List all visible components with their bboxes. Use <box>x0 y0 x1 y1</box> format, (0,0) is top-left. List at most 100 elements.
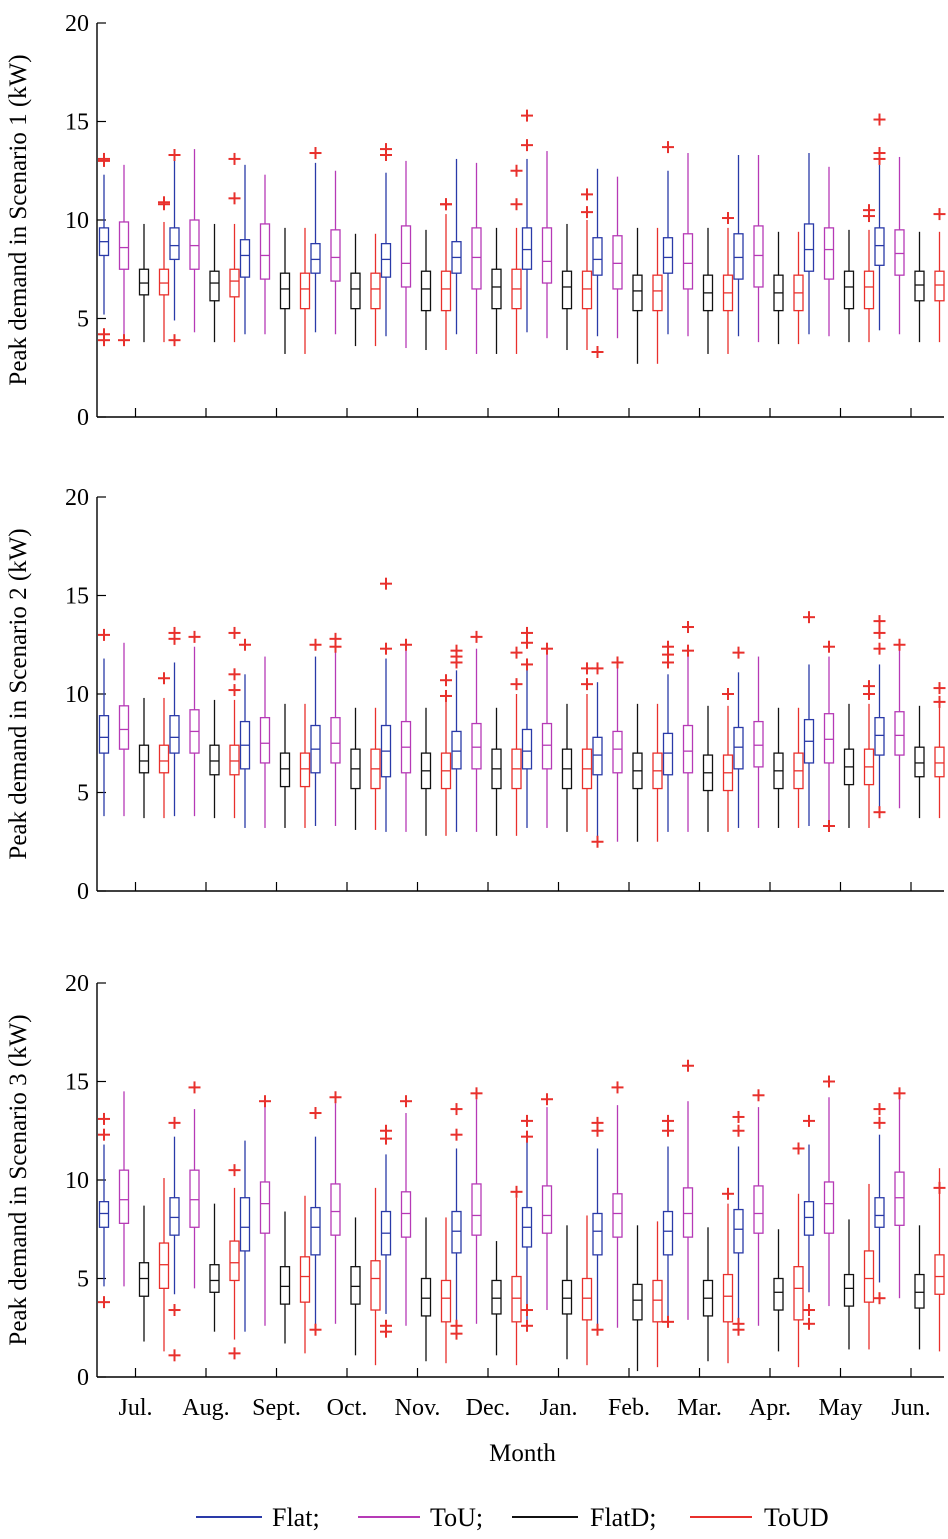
box-tou-may <box>823 1075 835 1307</box>
box-flatd-dec <box>491 707 502 836</box>
box-flat-jun <box>873 1103 886 1305</box>
box <box>793 1266 804 1321</box>
series-toud <box>158 626 946 842</box>
outlier-marker <box>510 646 523 659</box>
box <box>874 1197 885 1228</box>
y-tick-label: 5 <box>77 781 89 807</box>
box-toud-jul <box>158 1178 170 1352</box>
series-toud <box>158 152 946 364</box>
outlier-marker <box>380 642 392 655</box>
outlier-marker <box>98 1112 110 1125</box>
box-flat-jul <box>98 152 110 347</box>
box <box>118 1169 130 1224</box>
y-tick-label: 0 <box>77 405 89 431</box>
box <box>420 270 432 312</box>
outlier-marker <box>682 621 694 634</box>
box <box>592 736 603 776</box>
box-tou-nov <box>400 638 412 832</box>
box <box>471 722 482 770</box>
box <box>370 272 381 310</box>
box-tou-feb <box>612 176 623 339</box>
box-flat-jun <box>873 113 886 331</box>
outlier-marker <box>228 1347 241 1360</box>
box <box>229 268 240 298</box>
box <box>773 1277 784 1311</box>
outlier-marker <box>873 152 886 165</box>
outlier-marker <box>823 819 835 832</box>
box <box>823 713 835 764</box>
box-flatd-jan <box>561 1225 573 1360</box>
outlier-marker <box>158 672 170 685</box>
box-flat-jul <box>98 628 110 817</box>
box-flatd-feb <box>632 227 643 364</box>
box-flatd-nov <box>420 707 432 836</box>
box <box>733 726 744 770</box>
box-tou-dec <box>471 162 482 354</box>
outlier-marker <box>309 638 322 651</box>
box-flatd-jul <box>138 1205 150 1342</box>
box <box>803 1201 815 1236</box>
box-flatd-jun <box>914 705 925 819</box>
outlier-marker <box>510 198 523 211</box>
box <box>682 1187 694 1238</box>
box-toud-sept <box>299 703 311 828</box>
outlier-marker <box>380 1132 392 1145</box>
outlier-marker <box>792 1142 805 1155</box>
box-flatd-jun <box>914 1225 925 1350</box>
box-flatd-dec <box>491 227 502 354</box>
box <box>914 746 925 778</box>
box-toud-feb <box>652 227 663 364</box>
box-flatd-nov <box>420 1217 432 1362</box>
box <box>491 1279 502 1315</box>
box-tou-nov <box>400 160 412 349</box>
box <box>169 227 180 261</box>
outlier-marker <box>873 1103 886 1116</box>
outlier-marker <box>168 148 181 161</box>
outlier-marker <box>440 674 452 687</box>
box <box>722 1273 734 1323</box>
outlier-marker <box>722 212 734 225</box>
legend-item: Flat; <box>196 1503 320 1532</box>
box <box>561 1279 573 1315</box>
outlier-marker <box>893 638 906 651</box>
outlier-marker <box>682 1059 694 1072</box>
box <box>581 270 593 310</box>
box <box>934 1254 945 1295</box>
box-flat-mar <box>662 640 674 832</box>
outlier-marker <box>309 147 322 160</box>
box <box>451 1210 462 1254</box>
outlier-marker <box>581 188 593 201</box>
box-flat-dec <box>450 1103 463 1340</box>
box <box>279 272 291 310</box>
box <box>158 268 170 296</box>
box-toud-nov <box>440 674 452 836</box>
box <box>894 229 905 276</box>
box <box>118 705 130 750</box>
box-flat-jun <box>873 615 886 819</box>
legend-item: ToUD <box>690 1503 829 1532</box>
outlier-marker <box>662 656 674 669</box>
panel-1: 0 5 10 15 20 Peak demand in Scenario 1 (kW) <box>5 11 946 431</box>
series-flatd <box>138 1203 925 1372</box>
box-flat-jan <box>521 109 533 333</box>
y-tick-label: 15 <box>65 584 89 610</box>
box-flat-feb <box>591 168 604 358</box>
series-flat <box>98 109 886 358</box>
outlier-marker <box>873 626 886 639</box>
box-toud-jan <box>581 1215 593 1366</box>
box <box>934 270 945 302</box>
legend: Flat; ToU; FlatD; ToUD <box>196 1503 829 1532</box>
box-flatd-apr <box>773 1229 784 1352</box>
outlier-marker <box>682 644 694 657</box>
box-tou-jul <box>118 1091 130 1287</box>
box-flat-nov <box>380 143 392 337</box>
box-toud-dec <box>510 1185 523 1366</box>
box-toud-jan <box>581 188 593 351</box>
outlier-marker <box>933 682 946 695</box>
box-tou-jul <box>118 642 130 817</box>
box-toud-apr <box>793 231 804 345</box>
outlier-marker <box>803 611 815 624</box>
box-tou-jan <box>541 1093 553 1311</box>
box-toud-jun <box>933 208 946 343</box>
x-tick-label: May <box>819 1395 863 1421</box>
